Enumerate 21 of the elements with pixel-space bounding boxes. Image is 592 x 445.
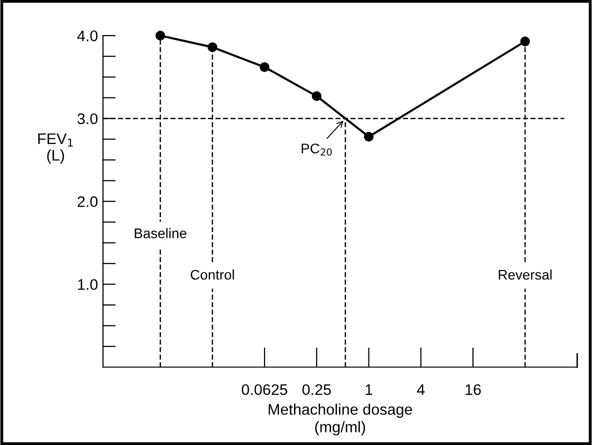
x-tick-label: Baseline bbox=[134, 228, 186, 238]
point bbox=[312, 91, 322, 101]
annotation: PC$_{20}$ bbox=[302, 144, 332, 156]
x-tick-label: 1 bbox=[366, 384, 372, 395]
point bbox=[260, 62, 270, 72]
x-tick-label: Control bbox=[190, 269, 234, 280]
x-tick-label: 0.25 bbox=[302, 384, 331, 396]
point bbox=[208, 42, 218, 52]
y-axis-title: FEV$_{1}$ (L) bbox=[38, 134, 73, 164]
y-tick-label: 2.0 bbox=[78, 196, 98, 208]
point bbox=[520, 36, 530, 46]
point bbox=[155, 30, 166, 40]
y-tick-label: 3.0 bbox=[77, 113, 98, 124]
x-tick-label: Reversal bbox=[498, 269, 552, 280]
point bbox=[364, 132, 374, 142]
x-axis-title: Methacholine dosage (mg/ml) bbox=[268, 404, 412, 436]
y-tick-label: 4.0 bbox=[77, 30, 98, 42]
y-tick-label: 1.0 bbox=[78, 279, 98, 290]
x-tick-label: 16 bbox=[466, 384, 481, 396]
x-tick-label: 0.0625 bbox=[242, 384, 288, 396]
x-tick-label: 4 bbox=[416, 384, 425, 395]
